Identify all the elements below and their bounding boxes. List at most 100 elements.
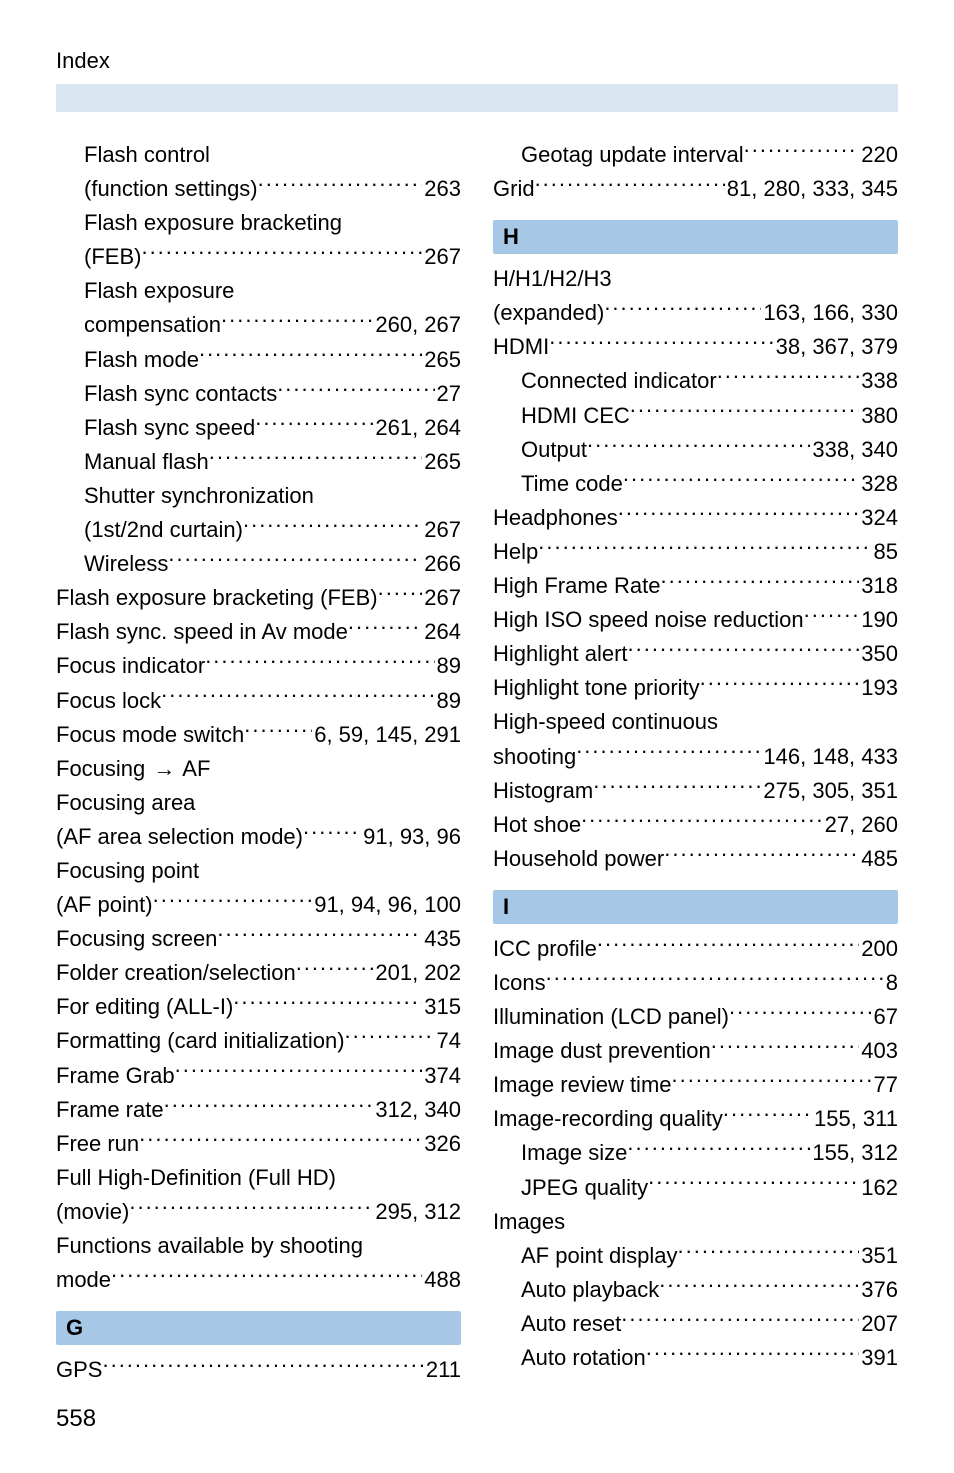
index-entry: Help 85 bbox=[493, 535, 898, 569]
index-entry: Focus indicator 89 bbox=[56, 649, 461, 683]
entry-pages: 295, 312 bbox=[373, 1195, 461, 1229]
leader-dots bbox=[700, 673, 860, 695]
entry-label: Auto reset bbox=[521, 1307, 621, 1341]
entry-label: Focus mode switch bbox=[56, 718, 244, 752]
index-entry: Frame Grab 374 bbox=[56, 1059, 461, 1093]
index-entry: (AF point) 91, 94, 96, 100 bbox=[56, 888, 461, 922]
leader-dots bbox=[604, 298, 761, 320]
right-column: Geotag update interval 220Grid 81, 280, … bbox=[493, 138, 898, 1433]
leader-dots bbox=[199, 345, 422, 367]
entry-pages: 220 bbox=[859, 138, 898, 172]
index-entry: Focusing screen 435 bbox=[56, 922, 461, 956]
leader-dots bbox=[345, 1026, 435, 1048]
leader-dots bbox=[648, 1173, 859, 1195]
leader-dots bbox=[717, 366, 860, 388]
entry-pages: 338, 340 bbox=[810, 433, 898, 467]
entry-label: Time code bbox=[521, 467, 623, 501]
page-number: 558 bbox=[56, 1405, 461, 1433]
leader-dots bbox=[314, 481, 461, 503]
leader-dots bbox=[659, 1275, 859, 1297]
leader-dots bbox=[576, 742, 761, 764]
index-entry: AF point display 351 bbox=[493, 1239, 898, 1273]
entry-label: mode bbox=[56, 1263, 111, 1297]
index-entry: Grid 81, 280, 333, 345 bbox=[493, 172, 898, 206]
leader-dots bbox=[243, 515, 422, 537]
section-head-i: I bbox=[493, 890, 898, 924]
index-entry: Flash exposure bbox=[56, 274, 461, 308]
entry-label: Icons bbox=[493, 966, 546, 1000]
left-g-entries: GPS 211 bbox=[56, 1353, 461, 1387]
index-entry: High Frame Rate 318 bbox=[493, 569, 898, 603]
index-entry: Focusing area bbox=[56, 786, 461, 820]
index-entry: Images bbox=[493, 1205, 898, 1239]
index-entry: Histogram 275, 305, 351 bbox=[493, 774, 898, 808]
entry-label: Wireless bbox=[84, 547, 168, 581]
entry-pages: 91, 94, 96, 100 bbox=[312, 888, 461, 922]
index-entry: Output 338, 340 bbox=[493, 433, 898, 467]
entry-label: Manual flash bbox=[84, 445, 209, 479]
index-entry: Household power 485 bbox=[493, 842, 898, 876]
entry-label: Focusing → AF bbox=[56, 752, 210, 786]
entry-label: Flash sync speed bbox=[84, 411, 255, 445]
leader-dots bbox=[168, 549, 422, 571]
leader-dots bbox=[111, 1265, 422, 1287]
index-entry: Illumination (LCD panel) 67 bbox=[493, 1000, 898, 1034]
leader-dots bbox=[175, 1061, 423, 1083]
leader-dots bbox=[628, 639, 860, 661]
index-entry: Hot shoe 27, 260 bbox=[493, 808, 898, 842]
entry-label: Free run bbox=[56, 1127, 139, 1161]
index-entry: Image-recording quality 155, 311 bbox=[493, 1102, 898, 1136]
entry-pages: 265 bbox=[422, 343, 461, 377]
leader-dots bbox=[623, 469, 859, 491]
entry-pages: 155, 312 bbox=[810, 1136, 898, 1170]
entry-pages: 190 bbox=[859, 603, 898, 637]
index-entry: Highlight alert 350 bbox=[493, 637, 898, 671]
entry-label: JPEG quality bbox=[521, 1171, 648, 1205]
entry-pages: 324 bbox=[859, 501, 898, 535]
entry-label: Highlight tone priority bbox=[493, 671, 700, 705]
leader-dots bbox=[729, 1002, 872, 1024]
leader-dots bbox=[678, 1241, 860, 1263]
entry-label: High-speed continuous bbox=[493, 705, 718, 739]
entry-label: Image-recording quality bbox=[493, 1102, 723, 1136]
index-entry: Focusing → AF bbox=[56, 752, 461, 786]
entry-label: Geotag update interval bbox=[521, 138, 744, 172]
leader-dots bbox=[296, 958, 374, 980]
index-entry: GPS 211 bbox=[56, 1353, 461, 1387]
entry-pages: 350 bbox=[859, 637, 898, 671]
entry-label: Frame rate bbox=[56, 1093, 164, 1127]
entry-pages: 89 bbox=[435, 649, 461, 683]
leader-dots bbox=[646, 1343, 860, 1365]
leader-dots bbox=[630, 401, 860, 423]
entry-label: (1st/2nd curtain) bbox=[84, 513, 243, 547]
index-page: Index Flash control(function settings) 2… bbox=[0, 0, 954, 1473]
entry-pages: 77 bbox=[872, 1068, 898, 1102]
entry-label: Focusing point bbox=[56, 854, 199, 888]
entry-pages: 201, 202 bbox=[373, 956, 461, 990]
section-head-h: H bbox=[493, 220, 898, 254]
entry-label: (AF area selection mode) bbox=[56, 820, 303, 854]
entry-label: Histogram bbox=[493, 774, 593, 808]
index-entry: Wireless 266 bbox=[56, 547, 461, 581]
entry-label: (movie) bbox=[56, 1195, 129, 1229]
index-entry: Focus lock 89 bbox=[56, 684, 461, 718]
entry-pages: 265 bbox=[422, 445, 461, 479]
entry-pages: 146, 148, 433 bbox=[761, 740, 898, 774]
entry-pages: 74 bbox=[435, 1024, 461, 1058]
index-entry: Highlight tone priority 193 bbox=[493, 671, 898, 705]
index-entry: (AF area selection mode) 91, 93, 96 bbox=[56, 820, 461, 854]
leader-dots bbox=[378, 583, 423, 605]
leader-dots bbox=[141, 242, 422, 264]
index-entry: compensation 260, 267 bbox=[56, 308, 461, 342]
entry-pages: 391 bbox=[859, 1341, 898, 1375]
index-entry: (movie) 295, 312 bbox=[56, 1195, 461, 1229]
entry-label: High ISO speed noise reduction bbox=[493, 603, 804, 637]
entry-label: Flash mode bbox=[84, 343, 199, 377]
index-entry: (expanded) 163, 166, 330 bbox=[493, 296, 898, 330]
index-entry: Flash sync. speed in Av mode 264 bbox=[56, 615, 461, 649]
entry-label: compensation bbox=[84, 308, 221, 342]
entry-pages: 338 bbox=[859, 364, 898, 398]
entry-pages: 211 bbox=[424, 1353, 461, 1387]
entry-label: Connected indicator bbox=[521, 364, 717, 398]
leader-dots bbox=[593, 776, 761, 798]
